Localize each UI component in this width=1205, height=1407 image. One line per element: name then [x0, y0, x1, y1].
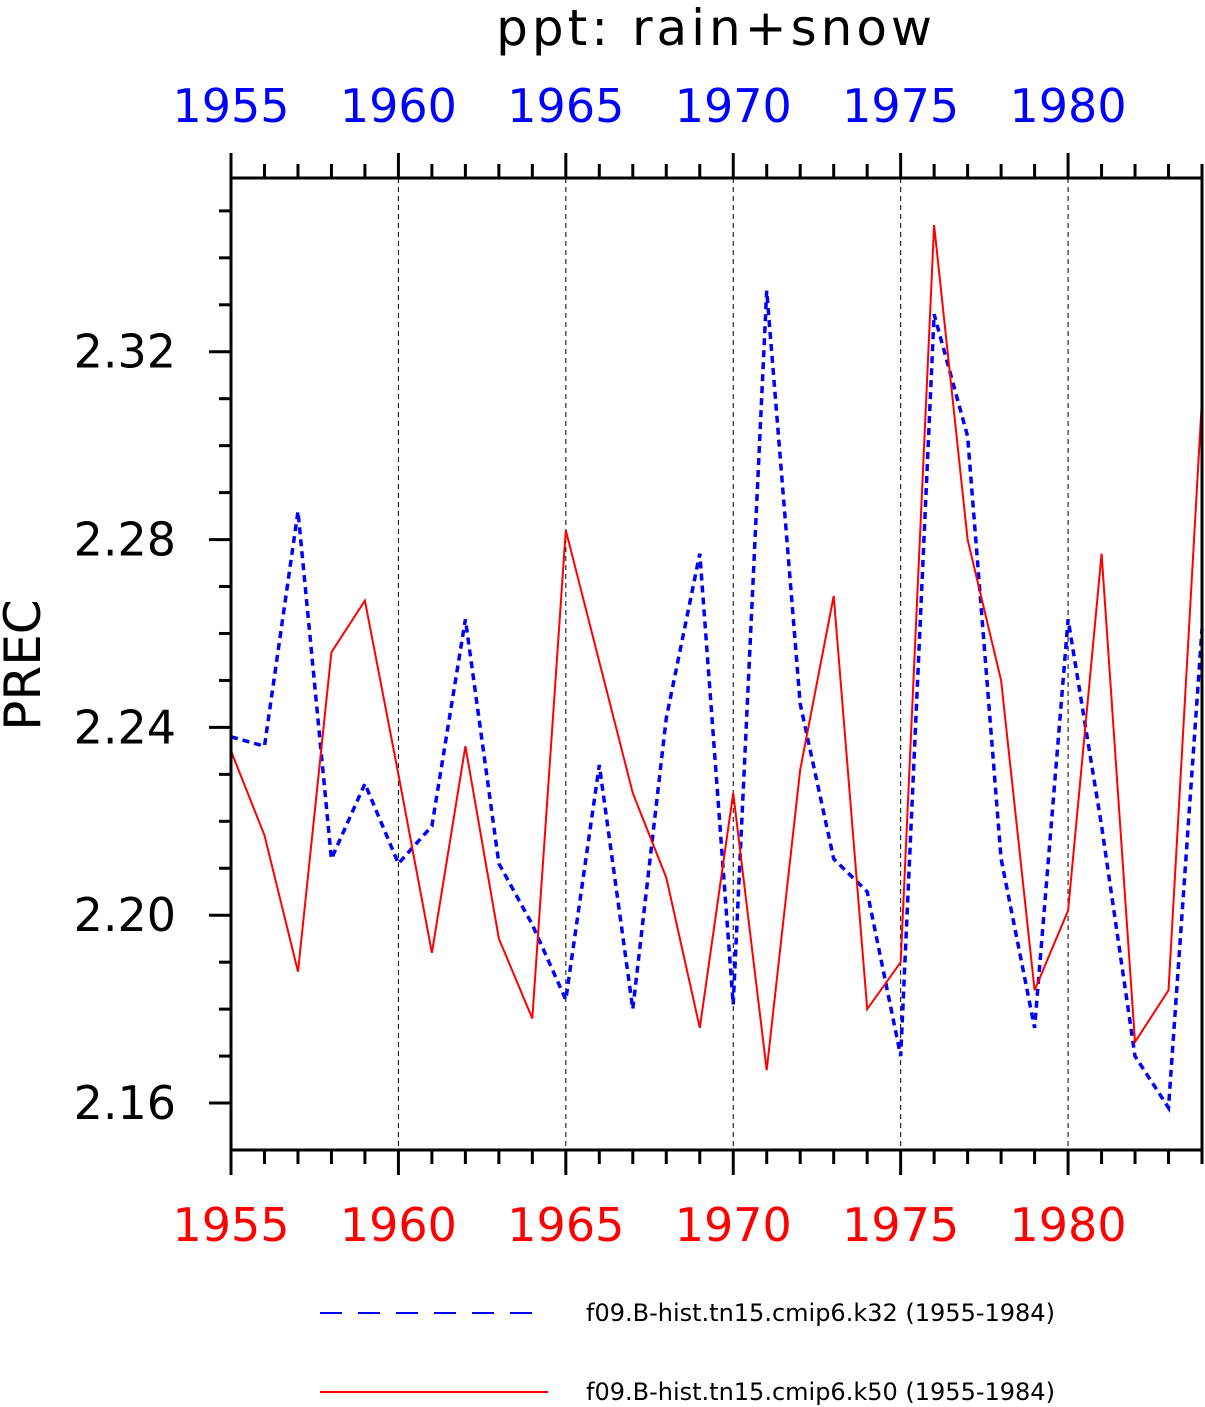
axis-tick-labels: 1955 1955 1960 1960 1965 1965 1970 1970 1975 1975…	[74, 79, 1127, 1252]
legend: f09.B-hist.tn15.cmip6.k32 (1955-1984) f0…	[320, 1299, 1055, 1406]
axis-ticks	[209, 153, 1204, 1175]
x-tick-label-bottom: 1960	[340, 1198, 457, 1252]
x-tick-label-top: 1970	[675, 79, 792, 133]
series-line-k32	[230, 290, 1204, 1114]
legend-label-k32: f09.B-hist.tn15.cmip6.k32 (1955-1984)	[586, 1299, 1055, 1327]
x-tick-label-bottom: 1970	[675, 1198, 792, 1252]
chart-title: ppt: rain+snow	[496, 0, 936, 57]
x-tick-label-top: 1965	[507, 79, 624, 133]
gridlines	[397, 178, 1069, 1150]
series-line-k50	[230, 224, 1203, 1071]
y-tick-label: 2.32	[74, 325, 176, 379]
x-tick-label-top: 1980	[1010, 79, 1127, 133]
legend-label-k50: f09.B-hist.tn15.cmip6.k50 (1955-1984)	[586, 1378, 1055, 1406]
y-axis-label: PREC	[0, 599, 52, 730]
x-tick-label-bottom: 1975	[842, 1198, 959, 1252]
x-tick-label-bottom: 1955	[172, 1198, 289, 1252]
x-tick-label-top: 1955	[172, 79, 289, 133]
plot-frame	[229, 176, 1204, 1152]
x-tick-label-top: 1975	[842, 79, 959, 133]
series-lines	[230, 224, 1204, 1114]
x-tick-label-top: 1960	[340, 79, 457, 133]
y-tick-label: 2.20	[74, 888, 176, 942]
x-tick-label-bottom: 1965	[507, 1198, 624, 1252]
x-tick-label-bottom: 1980	[1010, 1198, 1127, 1252]
y-tick-label: 2.16	[74, 1076, 176, 1130]
y-tick-label: 2.28	[74, 513, 176, 567]
y-tick-label: 2.24	[74, 700, 176, 754]
